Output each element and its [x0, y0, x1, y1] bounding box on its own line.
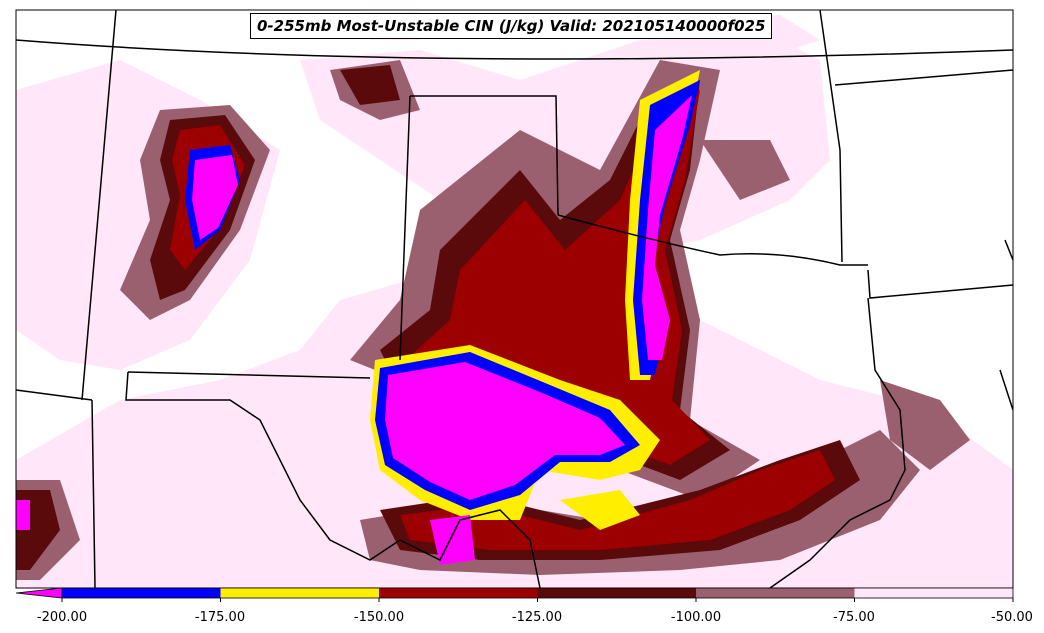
- colorbar-tick-label: -175.00: [194, 610, 246, 625]
- colorbar-tick-label: -100.00: [670, 610, 722, 625]
- colorbar-tick-label: -75.00: [833, 610, 875, 625]
- cin-magenta-region: [16, 95, 692, 565]
- colorbar-tick-label: -125.00: [511, 610, 563, 625]
- colorbar-tick-label: -50.00: [991, 610, 1033, 625]
- colorbar-tick-label: -150.00: [353, 610, 405, 625]
- colorbar-segment: [696, 588, 855, 598]
- state-boundaries: [15, 9, 1014, 589]
- colorbar-segment: [379, 588, 538, 598]
- colorbar-segment: [854, 588, 1013, 598]
- colorbar-segment: [537, 588, 696, 598]
- colorbar-segment: [220, 588, 379, 598]
- colorbar-segment: [62, 588, 221, 598]
- map-title: 0-255mb Most-Unstable CIN (J/kg) Valid: …: [250, 13, 773, 39]
- colorbar: [15, 587, 1014, 602]
- colorbar-tick-label: -200.00: [36, 610, 88, 625]
- colorbar-extend-triangle: [15, 587, 63, 599]
